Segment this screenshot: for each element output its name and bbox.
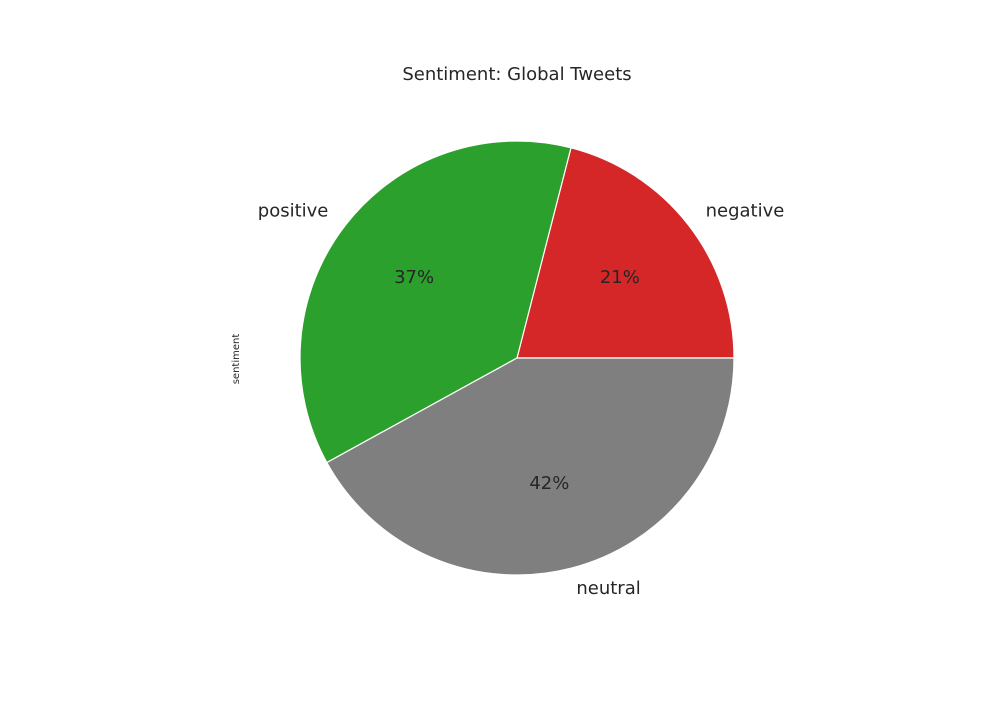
chart-title: Sentiment: Global Tweets xyxy=(402,64,631,85)
slice-percent-positive: 37% xyxy=(394,267,434,288)
slice-label-neutral: neutral xyxy=(576,578,640,599)
pie-slices xyxy=(299,140,735,576)
pie-slice-negative xyxy=(516,147,735,359)
slice-label-positive: positive xyxy=(258,201,329,222)
slice-percent-neutral: 42% xyxy=(529,473,569,494)
pie-slice-neutral xyxy=(326,357,735,576)
slice-label-negative: negative xyxy=(706,201,785,222)
y-axis-label: sentiment xyxy=(231,334,242,385)
pie-slice-positive xyxy=(299,140,572,464)
pie-labels: negative 21% positive 37% neutral 42% xyxy=(258,201,785,600)
slice-percent-negative: 21% xyxy=(600,267,640,288)
